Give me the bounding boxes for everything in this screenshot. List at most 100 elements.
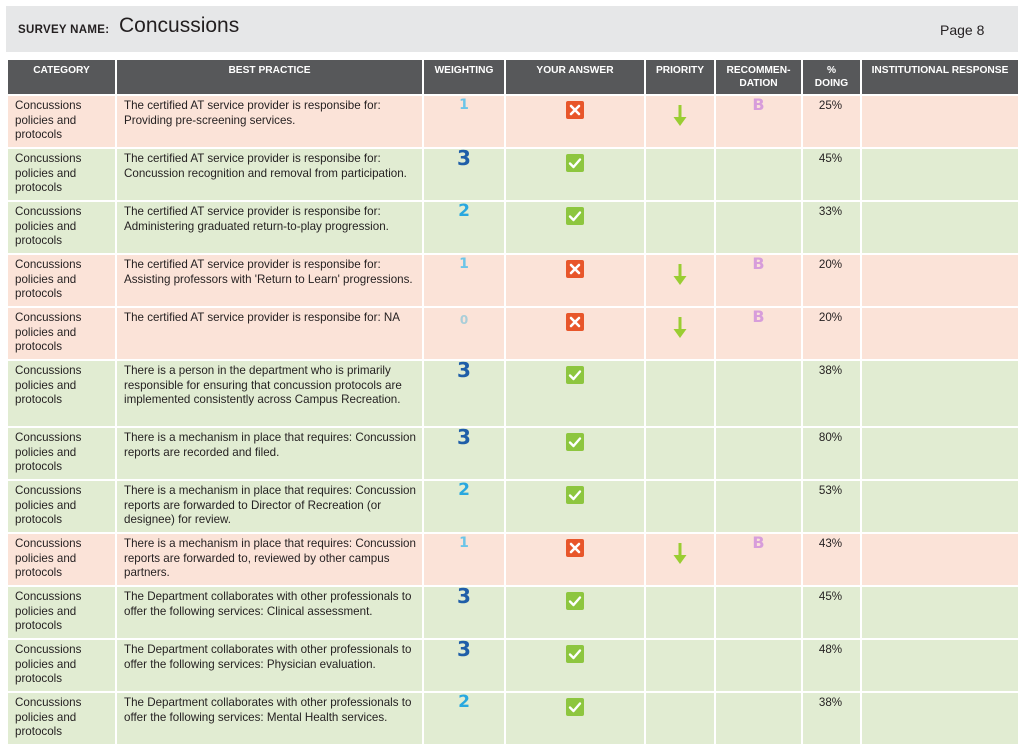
pct-doing-cell: 38%	[801, 359, 862, 428]
cross-icon	[566, 539, 584, 557]
institutional-response-cell[interactable]	[860, 585, 1020, 640]
weighting-cell: 1	[422, 253, 506, 308]
recommendation-cell	[714, 426, 803, 481]
recommendation-badge: B	[752, 254, 765, 273]
best-practice-cell: There is a mechanism in place that requi…	[115, 532, 424, 587]
pct-doing-cell: 45%	[801, 585, 862, 640]
your-answer-cell	[504, 426, 646, 481]
best-practice-table: CATEGORY BEST PRACTICE WEIGHTING YOUR AN…	[6, 58, 1020, 746]
weighting-value: 0	[459, 313, 469, 327]
check-icon	[566, 154, 584, 172]
recommendation-cell: B	[714, 94, 803, 149]
best-practice-cell: The certified AT service provider is res…	[115, 147, 424, 202]
table-row: Concussions policies and protocols The ce…	[6, 147, 1020, 202]
table-row: Concussions policies and protocols The ce…	[6, 94, 1020, 149]
col-best-practice: BEST PRACTICE	[115, 58, 424, 96]
recommendation-cell	[714, 147, 803, 202]
weighting-cell: 3	[422, 147, 506, 202]
recommendation-badge: B	[752, 307, 765, 326]
weighting-cell: 3	[422, 359, 506, 428]
category-cell: Concussions policies and protocols	[6, 306, 117, 361]
weighting-value: 2	[458, 692, 470, 712]
col-pct-line1: %	[826, 65, 837, 76]
recommendation-badge: B	[752, 533, 765, 552]
recommendation-cell: B	[714, 306, 803, 361]
pct-doing-cell: 33%	[801, 200, 862, 255]
category-cell: Concussions policies and protocols	[6, 426, 117, 481]
weighting-cell: 3	[422, 426, 506, 481]
category-cell: Concussions policies and protocols	[6, 200, 117, 255]
col-recommendation-line1: RECOMMEN-	[726, 65, 791, 76]
recommendation-cell: B	[714, 532, 803, 587]
category-cell: Concussions policies and protocols	[6, 94, 117, 149]
table-row: Concussions policies and protocols There …	[6, 426, 1020, 481]
down-arrow-icon	[673, 105, 687, 126]
weighting-value: 2	[458, 480, 470, 500]
institutional-response-cell[interactable]	[860, 532, 1020, 587]
col-recommendation-line2: DATION	[739, 78, 778, 89]
weighting-value: 1	[459, 97, 469, 113]
check-icon	[566, 207, 584, 225]
check-icon	[566, 698, 584, 716]
col-recommendation: RECOMMEN- DATION	[714, 58, 803, 96]
weighting-cell: 3	[422, 585, 506, 640]
institutional-response-cell[interactable]	[860, 426, 1020, 481]
institutional-response-cell[interactable]	[860, 359, 1020, 428]
recommendation-cell	[714, 691, 803, 746]
your-answer-cell	[504, 147, 646, 202]
institutional-response-cell[interactable]	[860, 253, 1020, 308]
weighting-cell: 0	[422, 306, 506, 361]
weighting-value: 1	[459, 256, 469, 272]
table-row: Concussions policies and protocols The De…	[6, 638, 1020, 693]
table-row: Concussions policies and protocols There …	[6, 532, 1020, 587]
pct-doing-cell: 45%	[801, 147, 862, 202]
best-practice-cell: The certified AT service provider is res…	[115, 94, 424, 149]
survey-title: Concussions	[119, 14, 240, 37]
category-cell: Concussions policies and protocols	[6, 147, 117, 202]
recommendation-cell	[714, 359, 803, 428]
your-answer-cell	[504, 532, 646, 587]
priority-cell	[644, 359, 716, 428]
check-icon	[566, 486, 584, 504]
priority-cell	[644, 691, 716, 746]
pct-doing-cell: 80%	[801, 426, 862, 481]
priority-cell	[644, 585, 716, 640]
weighting-cell: 1	[422, 532, 506, 587]
priority-cell	[644, 638, 716, 693]
institutional-response-cell[interactable]	[860, 306, 1020, 361]
your-answer-cell	[504, 359, 646, 428]
institutional-response-cell[interactable]	[860, 147, 1020, 202]
check-icon	[566, 592, 584, 610]
priority-cell	[644, 426, 716, 481]
your-answer-cell	[504, 691, 646, 746]
institutional-response-cell[interactable]	[860, 638, 1020, 693]
page-number: Page 8	[940, 22, 985, 38]
best-practice-cell: There is a person in the department who …	[115, 359, 424, 428]
col-institutional-response: INSTITUTIONAL RESPONSE	[860, 58, 1020, 96]
table-row: Concussions policies and protocols The ce…	[6, 306, 1020, 361]
table-row: Concussions policies and protocols The De…	[6, 585, 1020, 640]
pct-doing-cell: 20%	[801, 306, 862, 361]
recommendation-cell	[714, 638, 803, 693]
weighting-cell: 2	[422, 200, 506, 255]
table-row: Concussions policies and protocols The ce…	[6, 253, 1020, 308]
your-answer-cell	[504, 306, 646, 361]
institutional-response-cell[interactable]	[860, 200, 1020, 255]
check-icon	[566, 366, 584, 384]
pct-doing-cell: 53%	[801, 479, 862, 534]
weighting-cell: 2	[422, 691, 506, 746]
priority-cell	[644, 200, 716, 255]
institutional-response-cell[interactable]	[860, 691, 1020, 746]
survey-name-label: SURVEY NAME:	[18, 24, 110, 36]
col-category: CATEGORY	[6, 58, 117, 96]
col-weighting: WEIGHTING	[422, 58, 506, 96]
your-answer-cell	[504, 638, 646, 693]
category-cell: Concussions policies and protocols	[6, 253, 117, 308]
priority-cell	[644, 147, 716, 202]
institutional-response-cell[interactable]	[860, 479, 1020, 534]
institutional-response-cell[interactable]	[860, 94, 1020, 149]
priority-cell	[644, 479, 716, 534]
your-answer-cell	[504, 94, 646, 149]
priority-cell	[644, 306, 716, 361]
weighting-cell: 2	[422, 479, 506, 534]
